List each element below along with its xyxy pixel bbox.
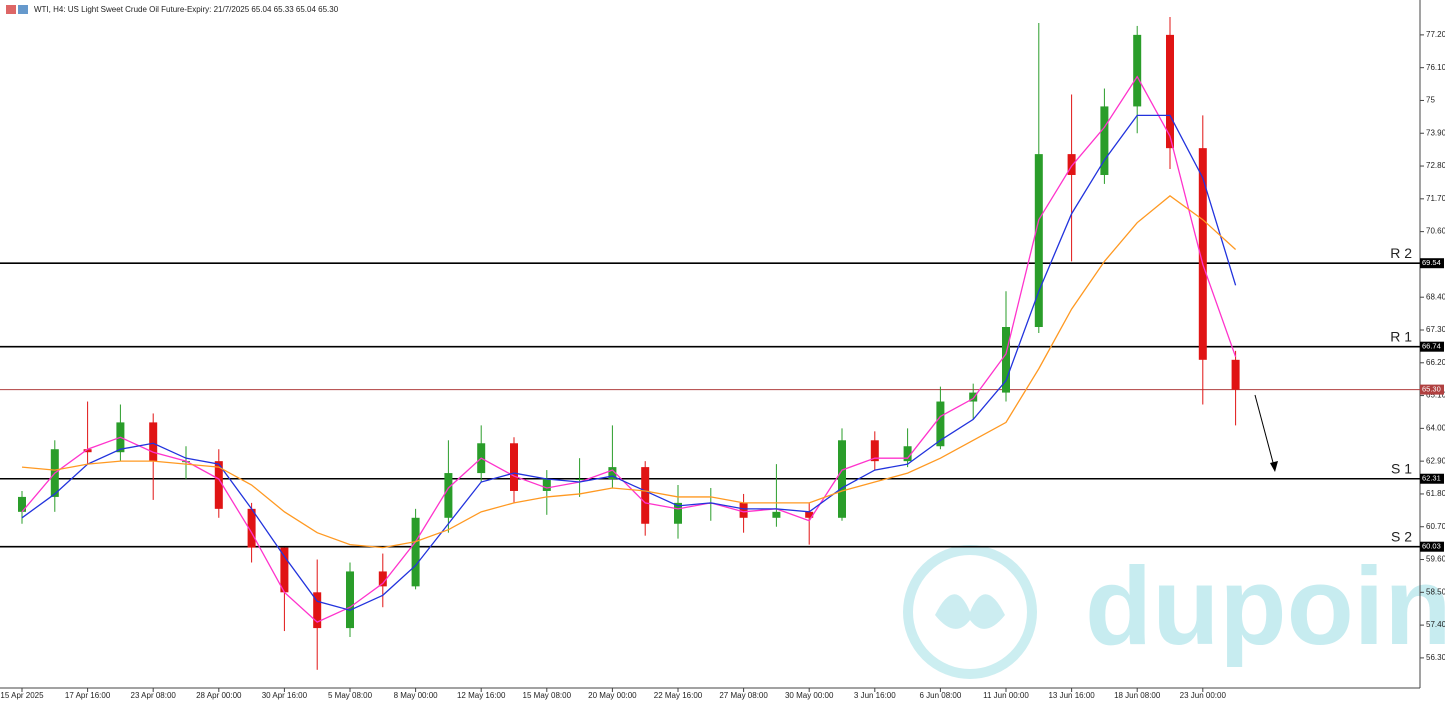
- candle-body: [1100, 106, 1109, 175]
- y-tick-label: 76.10: [1426, 63, 1445, 72]
- x-tick-label: 30 May 00:00: [785, 691, 834, 700]
- x-tick-label: 3 Jun 16:00: [854, 691, 896, 700]
- candle-body: [870, 440, 879, 462]
- y-tick-label: 73.90: [1426, 128, 1445, 137]
- price-tag-label: 60.03: [1422, 542, 1441, 551]
- candle-body: [805, 511, 814, 518]
- candle-body: [936, 401, 945, 447]
- x-tick-label: 23 Jun 00:00: [1180, 691, 1227, 700]
- candle-body: [1067, 154, 1076, 175]
- y-tick-label: 67.30: [1426, 325, 1445, 334]
- x-tick-label: 20 May 00:00: [588, 691, 637, 700]
- y-tick-label: 65.10: [1426, 391, 1445, 400]
- candle-body: [608, 467, 617, 480]
- moving-average: [21, 75, 1237, 623]
- y-tick-label: 61.80: [1426, 489, 1445, 498]
- y-tick-label: 64.00: [1426, 423, 1445, 432]
- candle-body: [280, 547, 289, 593]
- level-label: R 1: [1390, 328, 1412, 344]
- level-label: S 1: [1391, 460, 1412, 476]
- x-tick-label: 5 May 08:00: [328, 691, 373, 700]
- y-tick-label: 59.60: [1426, 555, 1445, 564]
- y-tick-label: 62.90: [1426, 456, 1445, 465]
- x-tick-label: 15 May 08:00: [523, 691, 572, 700]
- x-tick-label: 11 Jun 00:00: [983, 691, 1029, 700]
- x-tick-label: 23 Apr 08:00: [131, 691, 177, 700]
- price-tag: [1420, 384, 1444, 395]
- candle-body: [969, 392, 978, 402]
- y-tick-label: 70.60: [1426, 227, 1445, 236]
- candle-body: [542, 479, 551, 491]
- symbol-icon: [6, 5, 16, 14]
- candle-body: [1198, 148, 1207, 360]
- y-tick-label: 72.80: [1426, 161, 1445, 170]
- x-tick-label: 18 Jun 08:00: [1114, 691, 1161, 700]
- candle-body: [346, 571, 354, 629]
- x-tick-label: 22 May 16:00: [654, 691, 703, 700]
- x-tick-label: 15 Apr 2025: [0, 691, 44, 700]
- candle-body: [838, 440, 846, 518]
- candle-body: [83, 449, 92, 453]
- y-tick-label: 60.70: [1426, 522, 1445, 531]
- candle-body: [903, 446, 912, 462]
- price-tag: [1420, 258, 1444, 269]
- candle-body: [149, 422, 158, 462]
- y-tick-label: 77.20: [1426, 30, 1445, 39]
- candle-body: [1133, 34, 1142, 107]
- arrow-head: [1270, 461, 1278, 472]
- arrow: [1254, 394, 1276, 471]
- y-tick-label: 57.40: [1426, 620, 1445, 629]
- candle-body: [1166, 34, 1174, 149]
- candle-body: [772, 511, 781, 518]
- candle-body: [18, 496, 26, 512]
- price-tag-label: 69.54: [1422, 258, 1441, 267]
- watermark: dupoin: [1085, 545, 1445, 668]
- moving-average: [21, 114, 1237, 611]
- x-tick-label: 6 Jun 08:00: [919, 691, 961, 700]
- price-tag-label: 62.31: [1422, 474, 1441, 483]
- price-tag: [1420, 541, 1444, 552]
- candle-body: [1002, 327, 1010, 393]
- moving-average: [21, 195, 1237, 549]
- candle-body: [575, 479, 584, 481]
- candle-body: [1034, 154, 1043, 328]
- x-tick-label: 28 Apr 00:00: [196, 691, 242, 700]
- y-tick-label: 68.40: [1426, 292, 1445, 301]
- price-tag: [1420, 341, 1444, 352]
- symbol-icon: [18, 5, 28, 14]
- x-tick-label: 17 Apr 16:00: [65, 691, 111, 700]
- x-tick-label: 27 May 08:00: [719, 691, 768, 700]
- watermark-logo: [903, 545, 1037, 679]
- candle-body: [247, 508, 256, 548]
- x-tick-label: 12 May 16:00: [457, 691, 506, 700]
- price-tag: [1420, 473, 1444, 484]
- candle-body: [313, 592, 322, 629]
- candle-body: [674, 502, 682, 524]
- price-tag-label: 66.74: [1422, 342, 1441, 351]
- x-tick-label: 30 Apr 16:00: [262, 691, 308, 700]
- chart-title: WTI, H4: US Light Sweet Crude Oil Future…: [34, 5, 339, 14]
- level-label: R 2: [1390, 245, 1412, 261]
- x-tick-label: 13 Jun 16:00: [1048, 691, 1095, 700]
- y-tick-label: 71.70: [1426, 194, 1445, 203]
- y-tick-label: 56.30: [1426, 653, 1445, 662]
- x-tick-label: 8 May 00:00: [394, 691, 439, 700]
- candle-body: [739, 502, 748, 518]
- price-tag-label: 65.30: [1422, 385, 1441, 394]
- candle-body: [378, 571, 387, 587]
- candle-body: [1231, 359, 1240, 390]
- candle-body: [214, 461, 223, 509]
- candle-body: [411, 517, 420, 587]
- candle-body: [641, 467, 650, 524]
- y-tick-label: 66.20: [1426, 358, 1445, 367]
- candle-body: [444, 473, 453, 518]
- level-label: S 2: [1391, 528, 1412, 544]
- y-tick-label: 58.50: [1426, 587, 1445, 596]
- y-tick-label: 75: [1426, 96, 1435, 105]
- candle-body: [510, 443, 518, 491]
